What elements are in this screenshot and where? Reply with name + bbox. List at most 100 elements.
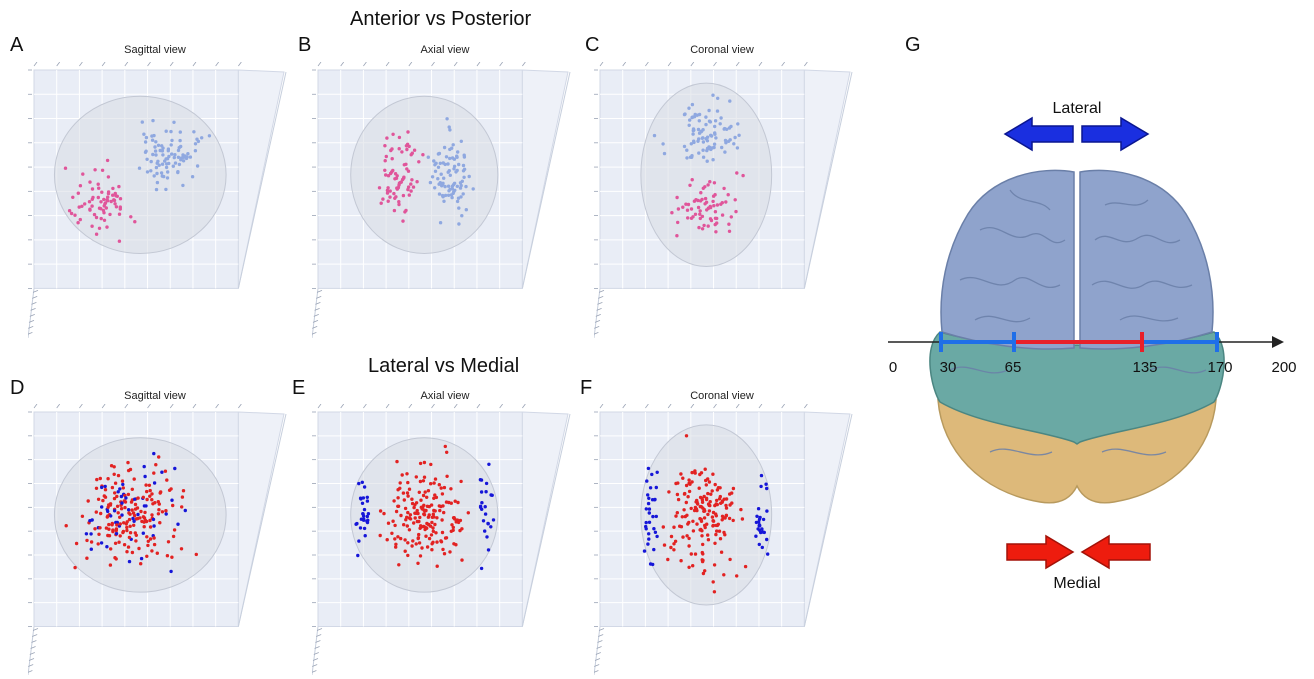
scatter-point <box>78 184 83 188</box>
scatter-point <box>130 508 134 512</box>
scatter-point <box>125 525 129 530</box>
scatter-point <box>707 509 712 513</box>
scatter-point <box>697 151 701 155</box>
scatter-point <box>683 514 687 519</box>
scatter-point <box>448 173 452 177</box>
scatter-point <box>152 471 156 475</box>
scatter-point <box>713 119 718 123</box>
scatter-point <box>151 517 156 522</box>
scatter-point <box>77 205 81 209</box>
scatter-point <box>741 173 745 178</box>
scatter-point <box>711 580 715 584</box>
scatter-point <box>141 495 145 499</box>
scatter-point <box>436 165 441 169</box>
scatter-point <box>760 545 764 550</box>
sulci-lines <box>949 189 1207 456</box>
scatter-point <box>719 116 723 120</box>
scatter-point <box>706 512 710 517</box>
scatter-point <box>362 526 367 531</box>
scatter-point <box>357 539 361 543</box>
scatter-point <box>651 562 655 567</box>
scatter-point <box>132 523 136 527</box>
scatter-point <box>145 554 149 558</box>
scatter-point <box>179 547 184 551</box>
scatter-point <box>708 217 713 221</box>
scatter-point <box>462 167 467 171</box>
scatter-point <box>450 156 455 160</box>
scatter-point <box>713 124 717 129</box>
scatter-point <box>93 168 97 172</box>
scatter-point <box>67 209 72 213</box>
scatter-point <box>422 503 426 507</box>
scatter-point <box>432 515 436 519</box>
scatter-point <box>102 218 107 222</box>
scatter-point <box>726 193 730 197</box>
scatter-point <box>652 547 656 552</box>
scatter-point <box>689 506 693 511</box>
scatter-point <box>176 170 180 174</box>
scatter-point <box>401 193 406 198</box>
scatter-point <box>118 515 122 519</box>
scatter-point <box>686 495 690 499</box>
scatter-point <box>118 207 123 211</box>
scatter-point <box>117 184 121 189</box>
scatter-point <box>646 542 650 546</box>
scatter-point <box>150 138 155 142</box>
scatter-point <box>416 536 420 541</box>
scatter-point <box>406 541 410 545</box>
scatter-point <box>739 507 743 512</box>
frontal-lobe-right <box>1079 169 1214 350</box>
panel-letter-b: B <box>298 34 312 56</box>
scatter-point <box>651 514 655 519</box>
scatter-point <box>360 501 365 505</box>
scatter-point <box>683 112 687 116</box>
scatter-point <box>458 186 463 190</box>
scatter-point <box>396 504 401 508</box>
scatter-point <box>132 477 136 481</box>
scatter-point <box>714 532 718 537</box>
scatter-point <box>402 523 406 527</box>
scatter-point <box>711 472 715 476</box>
scatter-point <box>432 496 436 500</box>
scatter-point <box>411 539 415 543</box>
scatter-point <box>765 486 769 491</box>
scatter-point <box>85 556 89 560</box>
scatter-point <box>691 519 695 523</box>
scatter-point <box>681 205 685 209</box>
scatter-point <box>85 538 89 543</box>
scatter-point <box>729 124 733 129</box>
scatter-point <box>160 162 165 166</box>
scatter-point <box>645 479 649 483</box>
scatter-point <box>150 549 154 553</box>
scatter-point <box>484 481 489 486</box>
scatter-point <box>443 193 448 198</box>
scatter-point <box>655 470 659 474</box>
scatter-point <box>99 216 103 221</box>
scatter-point <box>194 552 198 557</box>
scatter-point <box>136 496 140 500</box>
scatter-point <box>138 516 142 520</box>
scatter-point <box>756 527 760 531</box>
scatter-point <box>700 534 704 538</box>
scatter-point <box>391 132 395 136</box>
scatter-point <box>170 152 174 156</box>
scatter-point <box>88 208 92 212</box>
medial-label: Medial <box>1053 575 1100 592</box>
scatter-point <box>441 195 445 199</box>
scatter-point <box>125 520 129 524</box>
scatter-point <box>117 212 122 216</box>
scatter-point <box>450 523 454 527</box>
scatter-point <box>447 500 451 505</box>
scatter-point <box>737 133 741 137</box>
scatter-point <box>438 161 442 165</box>
scatter-point <box>100 505 104 509</box>
scatter-point <box>644 524 648 529</box>
scatter-point <box>358 496 363 500</box>
scatter-point <box>718 486 722 490</box>
scatter-point <box>451 143 455 147</box>
scatter-point <box>727 516 732 521</box>
scatter-point <box>89 547 93 551</box>
scatter-point <box>647 537 651 541</box>
scatter-point <box>145 170 150 174</box>
brain-illustration <box>929 169 1225 504</box>
